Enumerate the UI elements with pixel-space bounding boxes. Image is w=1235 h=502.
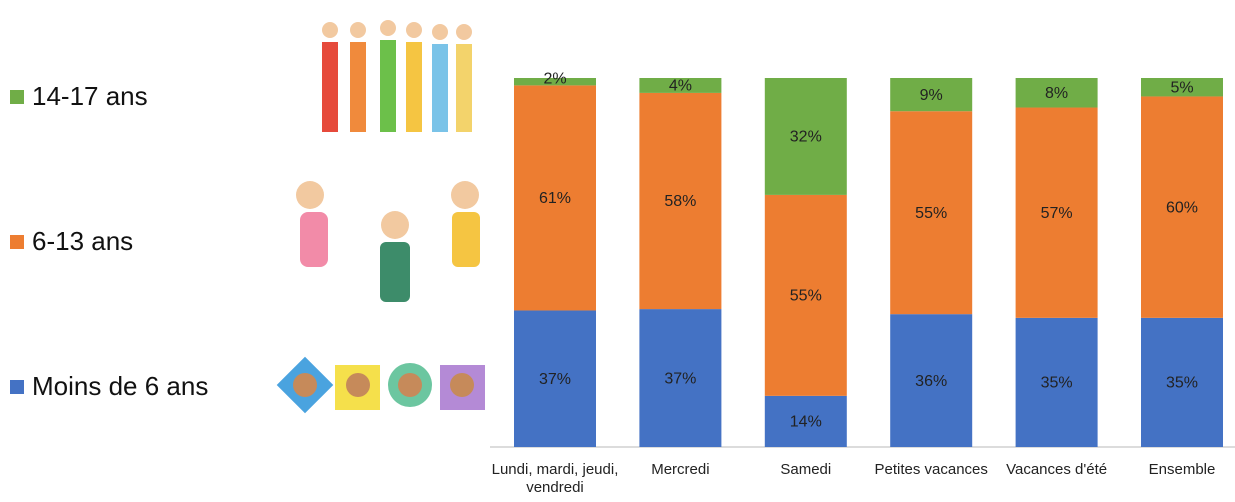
data-label: 9% bbox=[920, 87, 943, 104]
data-label: 58% bbox=[664, 193, 696, 210]
data-label: 32% bbox=[790, 129, 822, 146]
data-label: 55% bbox=[790, 288, 822, 305]
x-tick-label: Ensemble bbox=[1117, 461, 1235, 479]
legend-label: 14-17 ans bbox=[32, 81, 148, 111]
data-label: 60% bbox=[1166, 199, 1198, 216]
data-label: 8% bbox=[1045, 85, 1068, 102]
chart: Moins de 6 ans 6-13 ans 14-17 ans 37% 61% 2% 3… bbox=[0, 0, 1235, 502]
data-label: 2% bbox=[543, 71, 566, 88]
data-label: 35% bbox=[1041, 375, 1073, 392]
x-tick-label: Petites vacances bbox=[866, 461, 996, 479]
illustration bbox=[277, 20, 485, 413]
page: {"chart_data": {"type": "stacked-bar", "… bbox=[0, 0, 1235, 502]
x-tick-label: Samedi bbox=[741, 461, 871, 479]
data-label: 61% bbox=[539, 190, 571, 207]
data-label: 55% bbox=[915, 205, 947, 222]
data-label: 37% bbox=[664, 370, 696, 387]
legend-label: Moins de 6 ans bbox=[32, 371, 208, 401]
x-tick-label: Mercredi bbox=[615, 461, 745, 479]
data-label: 14% bbox=[790, 414, 822, 431]
legend-label: 6-13 ans bbox=[32, 226, 133, 256]
data-label: 57% bbox=[1041, 205, 1073, 222]
x-tick-label: Lundi, mardi, jeudi, vendredi bbox=[490, 461, 620, 497]
data-label: 5% bbox=[1170, 79, 1193, 96]
data-label: 4% bbox=[669, 78, 692, 95]
x-tick-label: Vacances d'été bbox=[992, 461, 1122, 479]
data-label: 35% bbox=[1166, 375, 1198, 392]
data-label: 36% bbox=[915, 373, 947, 390]
data-label: 37% bbox=[539, 371, 571, 388]
legend-swatch bbox=[10, 235, 24, 249]
legend-swatch bbox=[10, 90, 24, 104]
legend-swatch bbox=[10, 380, 24, 394]
